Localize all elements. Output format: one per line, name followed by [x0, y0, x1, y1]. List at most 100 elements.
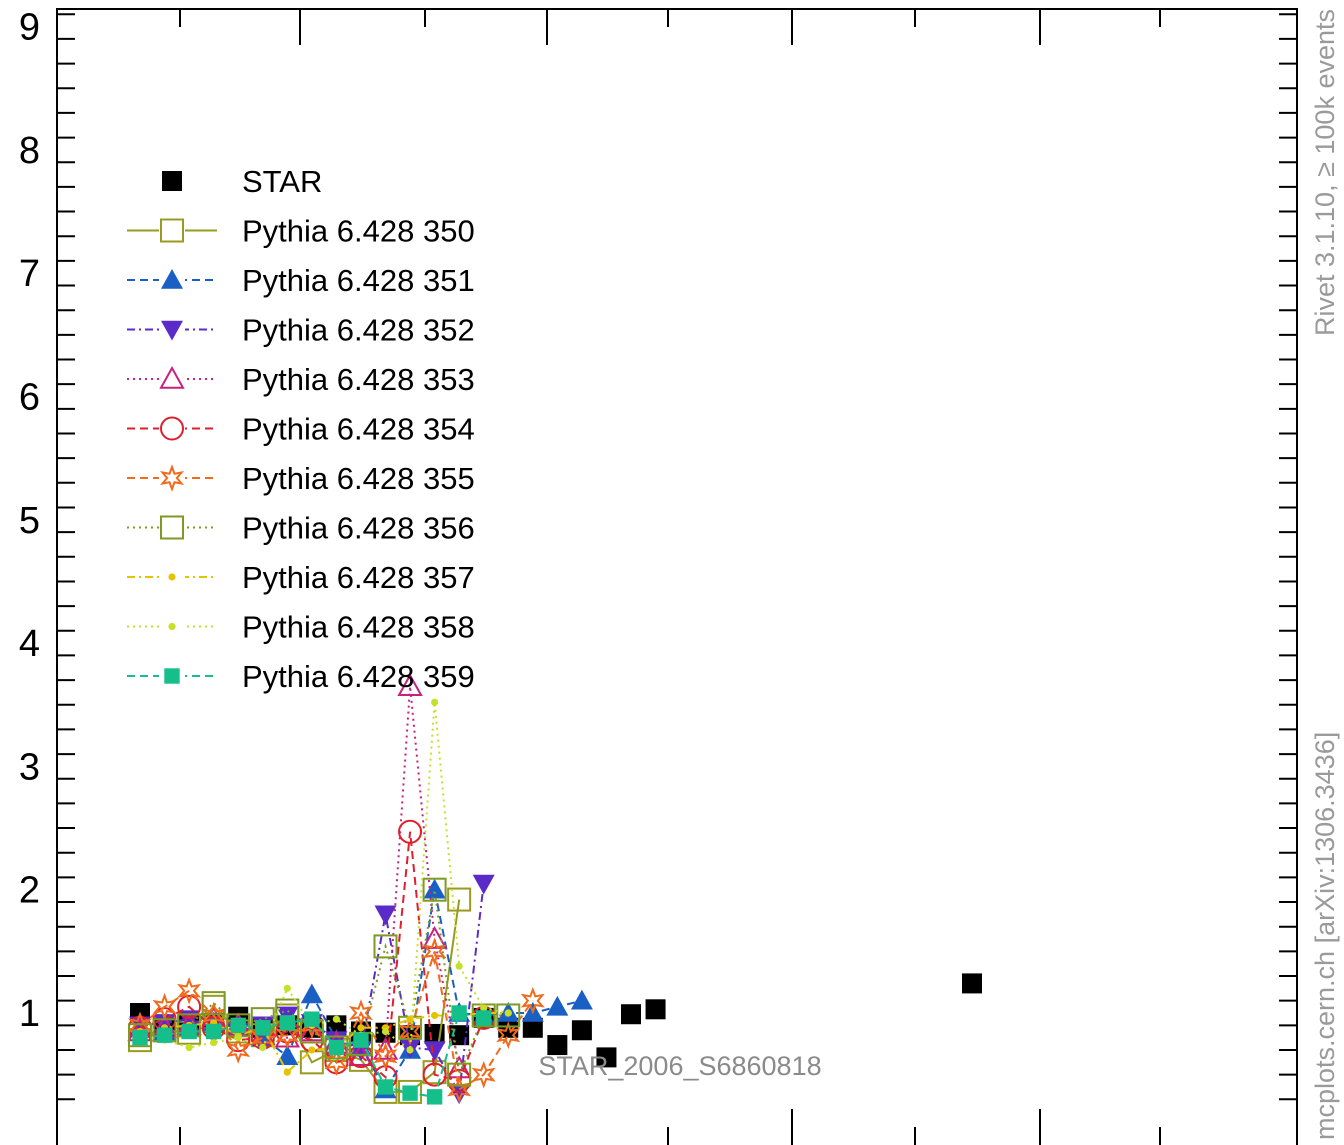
data-point [402, 1085, 418, 1101]
data-point [522, 1017, 543, 1038]
legend-marker [161, 320, 183, 341]
data-point [962, 973, 982, 994]
legend: STAR Pythia 6.428 350 Pythia 6.428 351 Pyth… [127, 164, 475, 694]
data-point [476, 1010, 492, 1026]
legend-marker [164, 668, 180, 684]
series-layer [127, 673, 982, 1105]
data-point [431, 698, 439, 706]
legend-label: Pythia 6.428 352 [242, 313, 475, 348]
legend-label: Pythia 6.428 356 [242, 511, 475, 546]
data-point [210, 1038, 218, 1047]
mcplots-label: mcplots.cern.ch [arXiv:1306.3436] [1310, 732, 1340, 1140]
data-point [328, 1039, 345, 1056]
data-point [308, 1046, 316, 1054]
data-point [398, 819, 423, 844]
legend-label: Pythia 6.428 355 [242, 461, 475, 496]
series-line [139, 1012, 509, 1074]
y-tick-label: 8 [19, 130, 40, 172]
data-point [397, 1017, 423, 1046]
data-point [472, 874, 495, 895]
watermark: STAR_2006_S6860818 [538, 1051, 821, 1081]
data-point [275, 1021, 300, 1050]
data-point [423, 1041, 446, 1061]
legend-label: Pythia 6.428 350 [242, 214, 475, 249]
y-axis: 1 2 3 4 5 6 7 8 9 [19, 7, 1297, 1101]
legend-marker [159, 365, 185, 389]
data-point [496, 1003, 521, 1028]
data-point [132, 1029, 148, 1046]
legend-marker [161, 269, 183, 289]
data-point [447, 1075, 472, 1104]
y-tick-label: 6 [19, 377, 40, 419]
legend-label: Pythia 6.428 351 [242, 263, 475, 298]
data-point [185, 1043, 193, 1052]
data-point [471, 1060, 496, 1089]
data-point [504, 1009, 512, 1017]
data-point [431, 1011, 439, 1020]
legend-label: Pythia 6.428 354 [242, 412, 475, 447]
legend-marker [168, 622, 176, 631]
data-point [230, 1017, 246, 1034]
legend-label: STAR [242, 164, 322, 199]
data-point [547, 1035, 568, 1056]
data-point [455, 962, 463, 970]
data-point [426, 1089, 443, 1105]
data-point [571, 1020, 592, 1041]
data-point [397, 673, 423, 697]
data-point [596, 1047, 617, 1068]
legend-label: Pythia 6.428 357 [242, 560, 475, 595]
data-point [471, 1003, 496, 1028]
y-tick-label: 7 [19, 253, 40, 295]
data-point [324, 1035, 349, 1060]
data-point [447, 887, 472, 912]
data-point [373, 1042, 398, 1071]
legend-marker [160, 416, 184, 441]
data-point [422, 1062, 447, 1087]
data-point [621, 1004, 641, 1025]
data-point [181, 1023, 197, 1040]
rivet-label: Rivet 3.1.10, ≥ 100k events [1310, 9, 1340, 336]
y-tick-label: 3 [19, 746, 40, 788]
legend-marker [168, 573, 176, 581]
data-point [259, 1043, 267, 1052]
data-point [570, 989, 593, 1010]
data-point [496, 1021, 521, 1050]
plot-frame [56, 8, 1298, 1145]
y-tick-label: 4 [19, 623, 40, 665]
legend-marker-bg [159, 514, 185, 541]
series-line [139, 686, 461, 1069]
data-point [128, 1023, 152, 1048]
data-point [324, 1048, 349, 1077]
data-point [377, 1079, 394, 1095]
data-point [374, 905, 397, 926]
data-point [422, 877, 447, 902]
legend-marker-bg [159, 415, 185, 442]
series-line [139, 883, 485, 1097]
data-point [447, 1062, 472, 1087]
data-point [423, 878, 446, 899]
legend-label: Pythia 6.428 358 [242, 610, 475, 645]
series-line [139, 889, 509, 1079]
legend-marker [162, 171, 182, 191]
data-point [226, 1036, 251, 1064]
data-point [332, 1015, 340, 1023]
y-tick-label: 2 [19, 870, 40, 912]
legend-label: Pythia 6.428 353 [242, 362, 475, 397]
legend-marker [159, 464, 185, 492]
data-point [498, 1017, 519, 1038]
data-point [300, 983, 323, 1004]
data-point [279, 1015, 295, 1031]
legend-label: Pythia 6.428 359 [242, 659, 475, 694]
data-point [201, 991, 226, 1016]
data-point [353, 1032, 369, 1048]
data-point [451, 1005, 467, 1021]
data-point [177, 976, 202, 1005]
data-point [283, 984, 291, 992]
data-point [304, 1011, 320, 1027]
data-point [156, 1027, 173, 1043]
series-line [139, 831, 485, 1082]
data-point [480, 1004, 488, 1012]
data-point [152, 992, 177, 1021]
series-10 [132, 1005, 492, 1105]
